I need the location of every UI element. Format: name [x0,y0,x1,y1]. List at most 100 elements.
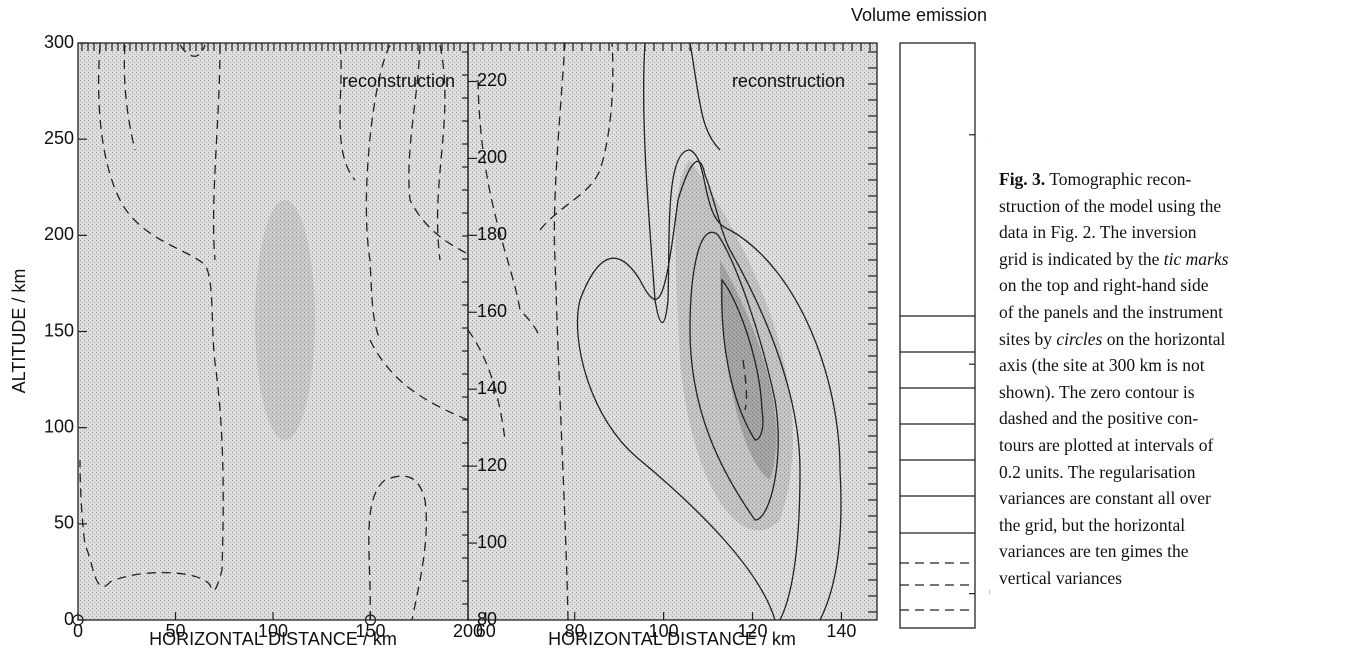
colorbar-tick-label: 2 [989,124,990,144]
caption-text: dashed and the positive con- [999,408,1199,429]
x-tick-label: 120 [737,621,767,641]
contour-line [339,44,356,181]
contour-line [179,44,206,57]
contour-line [212,44,221,261]
x-tick-label: 50 [165,621,185,641]
contour-line [553,42,569,621]
contour-line [642,42,842,621]
caption-text: variances are constant all over [999,488,1211,509]
x-tick-label: 80 [565,621,585,641]
contour-line [689,231,779,521]
caption-line: axis (the site at 300 km is not [999,352,1344,379]
contour-line [689,42,721,151]
colorbar-levels [900,315,975,611]
colorbar-title: Volume emission rate [851,5,990,25]
colorbar-tick-label: 0 [989,582,990,602]
shade [675,160,793,531]
caption-text: variances are ten gimes the [999,541,1189,562]
panel-left-bg [78,43,468,620]
caption-line: Fig. 3. Tomographic recon- [999,166,1344,193]
contours-right [467,42,842,621]
x-tick-label: 140 [826,621,856,641]
contour-line [477,79,539,335]
x-tick-label: 60 [476,621,496,641]
y-tick-label: 100 [477,532,507,552]
y-tick-label: 300 [44,32,74,52]
x-tick-label: 150 [355,621,385,641]
caption-line: sites by circles on the horizontal [999,326,1344,353]
caption-text: of the panels and the instrument [999,301,1224,322]
y-tick-label: 200 [477,147,507,167]
contour-line [576,160,801,621]
caption-text: vertical variances [999,567,1122,588]
caption-text: sites by [999,328,1057,349]
y-tick-label: 120 [477,455,507,475]
contour-line [539,42,614,231]
caption-text: on the top and right-hand side [999,275,1209,296]
y-tick-label: 150 [44,320,74,340]
caption-text: data in Fig. 2. The inversion [999,222,1197,243]
contour-line [721,278,764,441]
caption-line: tours are plotted at intervals of [999,432,1344,459]
caption-text: grid is indicated by the [999,248,1164,269]
caption-text: on the horizontal [1102,328,1226,349]
contour-line [368,475,427,621]
caption-text: tours are plotted at intervals of [999,434,1214,455]
y-tick-label: 160 [477,301,507,321]
x-tick-label: 100 [258,621,288,641]
caption-line: variances are constant all over [999,485,1344,512]
contour-line [365,44,391,341]
site-marker [364,614,377,626]
annotation: reconstruction [732,71,845,91]
x-tick-label: 200 [453,621,483,641]
colorbar [899,42,976,629]
caption-line: shown). The zero contour is [999,379,1344,406]
caption-text: the grid, but the horizontal [999,514,1186,535]
y-tick-label: 250 [44,128,74,148]
caption-text: struction of the model using the [999,195,1222,216]
caption-emphasis: circles [1056,328,1103,349]
caption-line: variances are ten gimes the [999,538,1344,565]
caption-text: 0.2 units. The regularisation [999,461,1196,482]
caption-emphasis: tic marks [1163,248,1229,269]
caption-line: on the top and right-hand side [999,272,1344,299]
caption-line: vertical variances [999,565,1344,592]
caption-line: data in Fig. 2. The inversion [999,219,1344,246]
site-marker [72,614,84,626]
caption-text: shown). The zero contour is [999,381,1195,402]
colorbar-tick-label: 1 [989,353,990,373]
caption-text: Tomographic recon- [1049,169,1192,189]
caption-line: grid is indicated by the tic marks [999,246,1344,273]
contour-line [123,44,136,151]
y-tick-label: 0 [64,609,74,629]
x-tick-label: 100 [649,621,679,641]
contour-line [79,44,224,592]
x-axis-label: HORIZONTAL DISTANCE / km [149,629,397,649]
y-axis-label: ALTITUDE / km [9,269,29,394]
y-tick-label: 50 [54,513,74,533]
caption-line: the grid, but the horizontal [999,512,1344,539]
y-tick-label: 200 [44,224,74,244]
y-tick-label: 220 [477,70,507,90]
x-axis-label: HORIZONTAL DISTANCE / km [548,629,796,649]
panel-right-bg [468,43,877,620]
annotation: reconstruction [342,71,455,91]
caption-line: struction of the model using the [999,193,1344,220]
caption-line: dashed and the positive con- [999,405,1344,432]
caption: Fig. 3. Tomographic recon-struction of t… [999,166,1344,592]
contour-line [369,339,469,421]
y-tick-label: 140 [477,378,507,398]
y-tick-label: 100 [44,416,74,436]
figure: Volume emission rate reconstruction reco… [9,5,990,649]
caption-line: 0.2 units. The regularisation [999,459,1344,486]
contours-left [79,44,469,621]
y-tick-label: 80 [477,609,497,629]
contour-line [742,359,748,411]
contour-line [436,44,446,261]
y-tick-label: 180 [477,224,507,244]
caption-text: axis (the site at 300 km is not [999,355,1205,376]
shade [255,200,315,440]
caption-line: of the panels and the instrument [999,299,1344,326]
x-tick-label: 0 [73,621,83,641]
